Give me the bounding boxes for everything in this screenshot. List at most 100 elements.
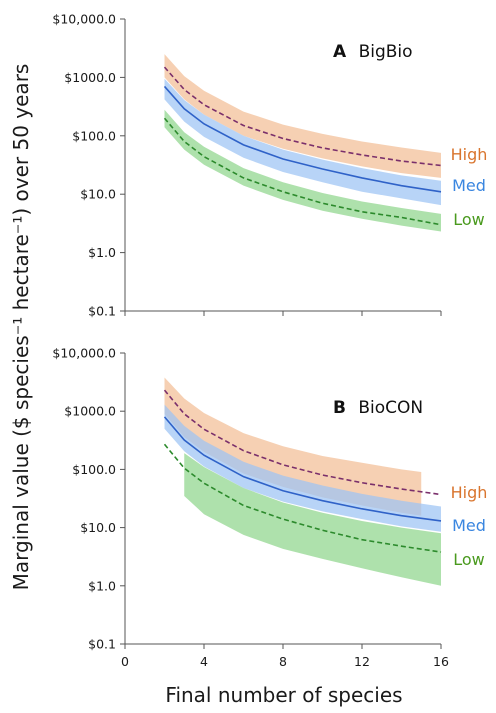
panel-a-low-point — [400, 216, 402, 218]
panel-b-med-label: Med — [452, 516, 486, 535]
panel-b-high-point — [183, 413, 185, 415]
panel-a-low-point — [361, 211, 363, 213]
panel-b-x-tick-label: 12 — [354, 654, 370, 669]
panel-a-med-point — [183, 108, 185, 110]
panel-b-low-point — [400, 545, 402, 547]
panel-a-y-tick-label: $100.0 — [72, 128, 116, 143]
panel-a-med-line — [163, 85, 442, 193]
panel-a-low-line — [163, 117, 442, 226]
panel-a-med-band — [164, 78, 441, 206]
panel-a-low-point — [321, 202, 323, 204]
panel-a-med-point — [203, 123, 205, 125]
panel-b-low-point — [183, 467, 185, 469]
panel-a-high-point — [321, 147, 323, 149]
panel-a-med-point — [163, 85, 165, 87]
panel-a-low-point — [440, 224, 442, 226]
panel-a-med-label: Med — [452, 176, 486, 195]
panel-a-y-tick-label: $1.0 — [88, 245, 116, 260]
panel-b-high-point — [440, 493, 442, 495]
panel-a-y-tick-label: $10,000.0 — [52, 12, 116, 27]
panel-b-low-line — [163, 443, 442, 553]
panel-a-med-point — [282, 158, 284, 160]
panel-a-y-tick-label: $0.1 — [88, 304, 116, 319]
panel-b-y-tick-label: $0.1 — [88, 637, 116, 652]
panel-b-med-band — [164, 404, 441, 532]
panel-b-med-point — [440, 520, 442, 522]
panel-b: B BioCON $0.1 $1.0 $10.0 $100.0 $1000.0 $10,0… — [52, 346, 487, 670]
panel-b-x-tick-label: 4 — [200, 654, 208, 669]
panel-b-med-point — [361, 508, 363, 510]
panel-b-low-point — [440, 551, 442, 553]
panel-b-med-point — [183, 439, 185, 441]
panel-b-med-point — [242, 475, 244, 477]
panel-a-name: BigBio — [359, 42, 413, 62]
panel-b-high-point — [400, 488, 402, 490]
panel-b-high-label: High — [451, 483, 488, 502]
panel-b-name: BioCON — [358, 398, 423, 418]
panel-b-high-point — [361, 482, 363, 484]
panel-b-med-point — [400, 515, 402, 517]
panel-b-x-tick-label: 0 — [121, 654, 129, 669]
panel-a-low-point — [282, 191, 284, 193]
panel-a: A BigBio $0.1 $1.0 $10.0 $100.0 $1000.0 $10,0… — [52, 12, 487, 319]
panel-b-low-point — [321, 529, 323, 531]
panel-b-low-label: Low — [453, 550, 485, 569]
panel-b-x-tick-label: 16 — [433, 654, 449, 669]
panel-b-title: B BioCON — [333, 398, 423, 418]
panel-a-low-point — [163, 117, 165, 119]
panel-a-high-point — [400, 160, 402, 162]
panel-b-y-tick-label: $10.0 — [80, 520, 116, 535]
panel-b-high-point — [282, 464, 284, 466]
panel-b-plot-area — [163, 377, 442, 586]
panel-a-high-label: High — [451, 145, 488, 164]
panel-a-high-point — [361, 154, 363, 156]
panel-b-low-point — [203, 482, 205, 484]
panel-a-high-point — [183, 88, 185, 90]
panel-b-med-point — [321, 499, 323, 501]
panel-a-high-point — [440, 164, 442, 166]
x-axis-title: Final number of species — [165, 683, 402, 707]
panel-b-y-tick-label: $100.0 — [72, 462, 116, 477]
panel-b-y-tick-label: $10,000.0 — [52, 346, 116, 361]
panel-b-high-point — [242, 449, 244, 451]
panel-b-low-point — [282, 518, 284, 520]
panel-a-med-point — [242, 144, 244, 146]
panel-a-high-point — [163, 66, 165, 68]
y-axis-title: Marginal value ($ species⁻¹ hectare⁻¹) o… — [9, 64, 33, 591]
panel-a-low-point — [242, 177, 244, 179]
panel-b-y-tick-label: $1000.0 — [64, 404, 116, 419]
panel-a-high-point — [282, 137, 284, 139]
panel-a-high-point — [203, 104, 205, 106]
panel-a-low-point — [183, 140, 185, 142]
panel-a-high-band — [164, 54, 441, 178]
panel-b-high-point — [321, 474, 323, 476]
panel-a-high-point — [242, 124, 244, 126]
panel-b-y-tick-label: $1.0 — [88, 578, 116, 593]
panel-b-med-line — [163, 416, 442, 522]
panel-b-x-tick-label: 8 — [279, 654, 287, 669]
panel-a-med-point — [440, 191, 442, 193]
panel-a-med-point — [321, 168, 323, 170]
panel-a-y-tick-label: $10.0 — [80, 187, 116, 202]
panel-b-low-band — [184, 453, 441, 586]
panel-a-y-tick-label: $1000.0 — [64, 70, 116, 85]
panel-b-high-point — [163, 389, 165, 391]
panel-b-low-point — [361, 538, 363, 540]
panel-a-title: A BigBio — [333, 42, 413, 62]
panel-a-low-label: Low — [453, 210, 485, 229]
panel-a-high-line — [163, 66, 442, 167]
panel-a-letter: A — [333, 42, 347, 62]
panel-b-med-point — [163, 416, 165, 418]
panel-b-low-point — [242, 504, 244, 506]
panel-b-letter: B — [333, 398, 346, 418]
panel-b-med-point — [282, 490, 284, 492]
panel-b-med-point — [203, 454, 205, 456]
panel-b-low-point — [163, 443, 165, 445]
panel-b-high-point — [203, 428, 205, 430]
panel-b-high-line — [163, 389, 442, 496]
panel-a-med-point — [400, 184, 402, 186]
panel-a-plot-area — [163, 54, 442, 232]
panel-a-med-point — [361, 177, 363, 179]
panel-a-low-point — [203, 155, 205, 157]
